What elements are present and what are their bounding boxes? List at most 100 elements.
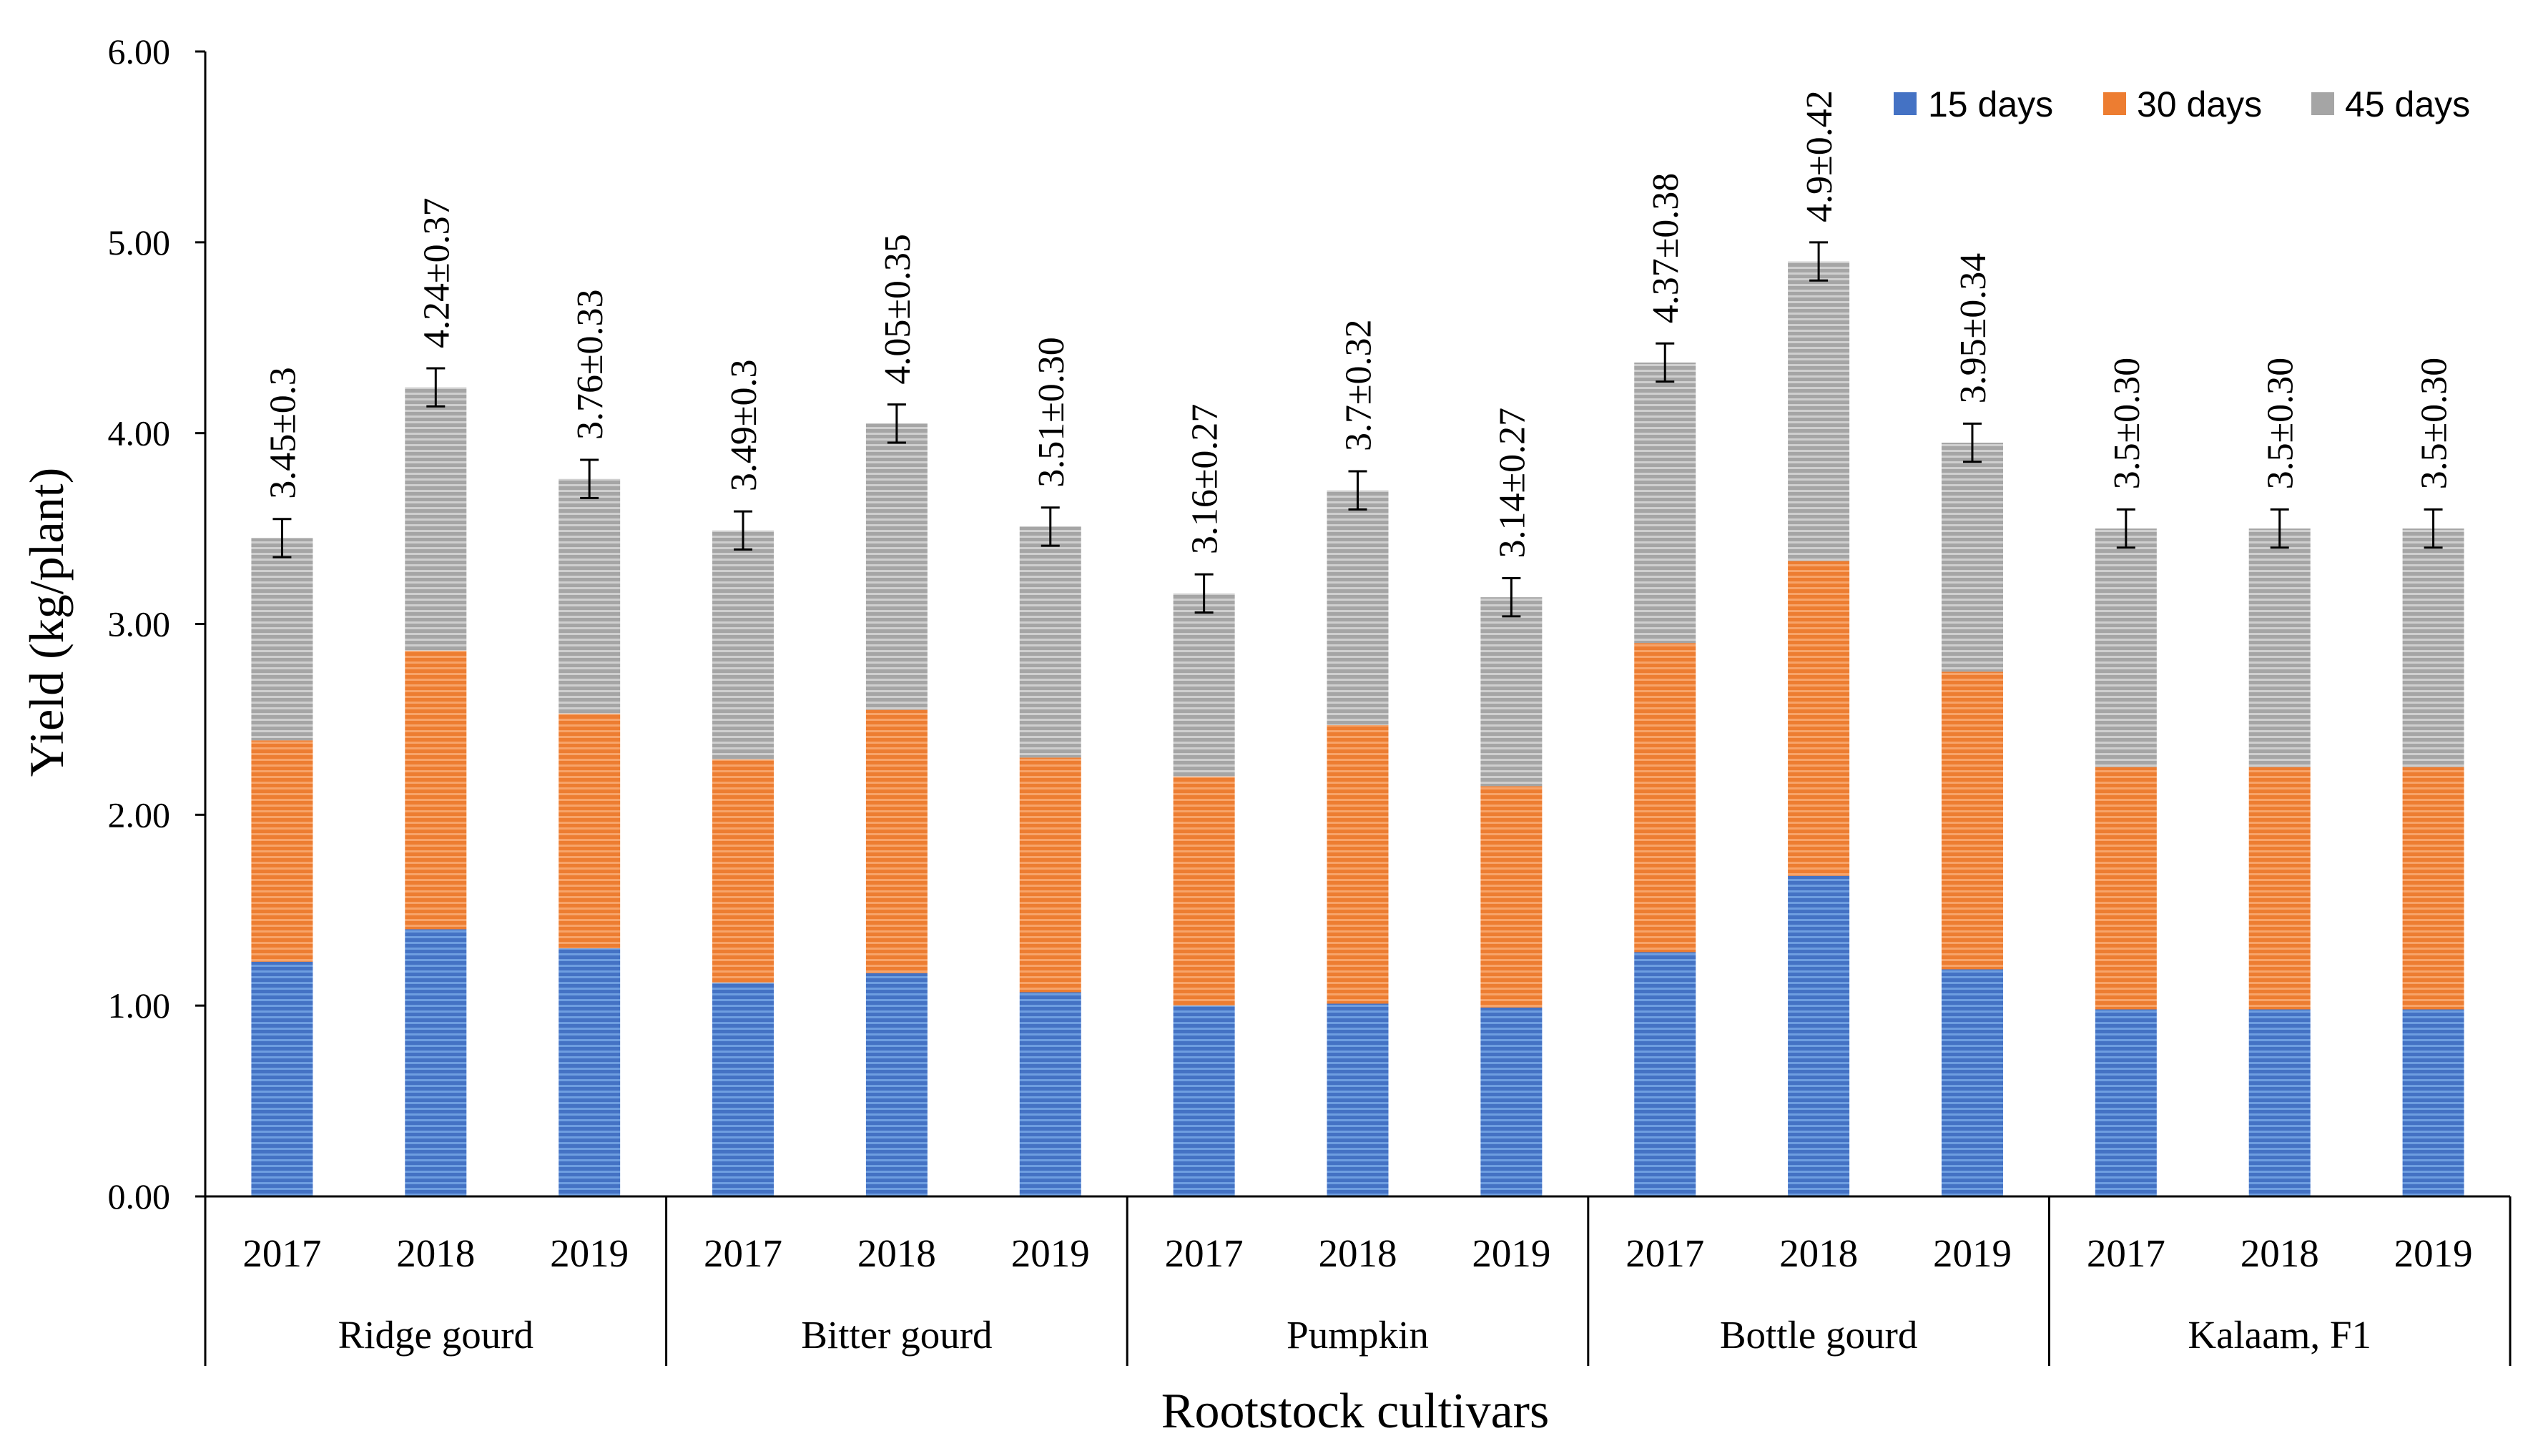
bar-30-days-6 xyxy=(1019,757,1081,993)
bar-30-days-7 xyxy=(1173,776,1235,1006)
legend: 15 days 30 days 45 days xyxy=(1894,84,2470,124)
bar-15-days-4 xyxy=(712,983,774,1196)
bar-15-days-13 xyxy=(2095,1009,2157,1196)
bar-15-days-6 xyxy=(1019,992,1081,1196)
bar-30-days-2 xyxy=(405,650,467,930)
legend-swatch-45-days xyxy=(2311,92,2334,115)
bar-15-days-10 xyxy=(1634,952,1696,1196)
bar-15-days-7 xyxy=(1173,1005,1235,1196)
bar-45-days-6 xyxy=(1019,526,1081,758)
data-label-9: 3.14±0.27 xyxy=(1492,408,1533,559)
legend-label-45-days: 45 days xyxy=(2345,84,2470,124)
x-tick-label-3: 2019 xyxy=(550,1231,629,1275)
bar-30-days-4 xyxy=(712,759,774,983)
x-tick-label-2: 2018 xyxy=(396,1231,475,1275)
bar-30-days-13 xyxy=(2095,767,2157,1010)
legend-swatch-30-days xyxy=(2103,92,2126,115)
error-bar-11 xyxy=(1809,241,1829,282)
bar-15-days-1 xyxy=(251,961,313,1196)
error-bar-2 xyxy=(426,367,446,408)
x-tick-label-8: 2018 xyxy=(1319,1231,1397,1275)
group-label-4: Bottle gourd xyxy=(1720,1313,1918,1357)
y-tick-labels: 0.00 1.00 2.00 3.00 4.00 5.00 6.00 xyxy=(108,31,205,1216)
error-bars-layer xyxy=(272,241,2443,618)
bar-15-days-12 xyxy=(1941,969,2003,1196)
bar-15-days-3 xyxy=(559,948,621,1196)
error-bar-1 xyxy=(272,518,292,559)
bar-15-days-5 xyxy=(865,973,928,1196)
bar-45-days-5 xyxy=(865,423,928,710)
x-tick-label-4: 2017 xyxy=(704,1231,782,1275)
error-bar-9 xyxy=(1502,576,1521,618)
bar-45-days-8 xyxy=(1327,490,1389,725)
x-tick-label-5: 2018 xyxy=(857,1231,936,1275)
bar-30-days-9 xyxy=(1480,786,1543,1008)
error-bar-8 xyxy=(1348,470,1367,511)
x-tick-label-12: 2019 xyxy=(1933,1231,2012,1275)
legend-swatch-15-days xyxy=(1894,92,1917,115)
error-bar-12 xyxy=(1962,422,1982,463)
data-label-1: 3.45±0.3 xyxy=(262,367,303,499)
data-label-8: 3.7±0.32 xyxy=(1339,319,1379,451)
bar-45-days-10 xyxy=(1634,362,1696,644)
group-label-2: Bitter gourd xyxy=(801,1313,992,1357)
legend-label-30-days: 30 days xyxy=(2137,84,2262,124)
x-tick-label-6: 2019 xyxy=(1011,1231,1090,1275)
group-label-3: Pumpkin xyxy=(1287,1313,1429,1357)
error-bar-15 xyxy=(2424,508,2443,549)
bar-45-days-2 xyxy=(405,387,467,651)
y-tick-label: 4.00 xyxy=(108,413,171,453)
y-tick-label: 1.00 xyxy=(108,985,171,1025)
data-label-7: 3.16±0.27 xyxy=(1185,404,1226,555)
error-bar-14 xyxy=(2270,508,2289,549)
data-label-14: 3.5±0.30 xyxy=(2261,358,2301,490)
data-label-6: 3.51±0.30 xyxy=(1031,337,1072,488)
data-labels-layer: 3.45±0.3 4.24±0.37 3.76±0.33 3.49±0.3 4.05±0… xyxy=(262,90,2454,558)
x-tick-label-9: 2019 xyxy=(1472,1231,1550,1275)
bars-layer xyxy=(251,261,2464,1196)
bar-15-days-9 xyxy=(1480,1007,1543,1196)
legend-label-15-days: 15 days xyxy=(1928,84,2053,124)
data-label-5: 4.05±0.35 xyxy=(877,234,918,385)
bar-45-days-3 xyxy=(559,478,621,714)
bar-30-days-10 xyxy=(1634,643,1696,953)
bar-45-days-1 xyxy=(251,538,313,741)
bar-30-days-8 xyxy=(1327,724,1389,1004)
bar-15-days-8 xyxy=(1327,1003,1389,1196)
y-axis-title: Yield (kg/plant) xyxy=(19,468,74,777)
bar-15-days-15 xyxy=(2402,1009,2464,1196)
bar-45-days-14 xyxy=(2248,528,2311,767)
error-bar-3 xyxy=(580,458,599,499)
group-label-5: Kalaam, F1 xyxy=(2188,1313,2371,1357)
data-label-15: 3.5±0.30 xyxy=(2414,358,2455,490)
bar-45-days-11 xyxy=(1788,261,1850,561)
y-tick-label: 6.00 xyxy=(108,31,171,72)
bar-45-days-9 xyxy=(1480,597,1543,787)
data-label-13: 3.5±0.30 xyxy=(2107,358,2148,490)
data-label-12: 3.95±0.34 xyxy=(1953,253,1994,404)
bar-15-days-2 xyxy=(405,929,467,1196)
x-tick-label-7: 2017 xyxy=(1165,1231,1244,1275)
bar-45-days-13 xyxy=(2095,528,2157,767)
y-tick-label: 5.00 xyxy=(108,222,171,262)
x-group-labels: Ridge gourd Bitter gourd Pumpkin Bottle gou… xyxy=(204,1196,2512,1366)
y-tick-label: 3.00 xyxy=(108,604,171,644)
data-label-10: 4.37±0.38 xyxy=(1646,173,1686,324)
x-tick-label-15: 2019 xyxy=(2394,1231,2473,1275)
bar-30-days-11 xyxy=(1788,561,1850,876)
error-bar-13 xyxy=(2116,508,2135,549)
x-axis-title: Rootstock cultivars xyxy=(1161,1384,1549,1439)
bar-30-days-12 xyxy=(1941,672,2003,970)
x-tick-label-10: 2017 xyxy=(1626,1231,1704,1275)
data-label-2: 4.24±0.37 xyxy=(416,197,457,348)
x-tick-label-13: 2017 xyxy=(2087,1231,2165,1275)
bar-45-days-7 xyxy=(1173,593,1235,777)
bar-30-days-15 xyxy=(2402,767,2464,1010)
bar-15-days-11 xyxy=(1788,875,1850,1196)
error-bar-7 xyxy=(1194,573,1214,614)
error-bar-6 xyxy=(1041,506,1060,547)
bar-30-days-3 xyxy=(559,713,621,949)
x-tick-label-1: 2017 xyxy=(242,1231,321,1275)
bar-45-days-4 xyxy=(712,530,774,759)
